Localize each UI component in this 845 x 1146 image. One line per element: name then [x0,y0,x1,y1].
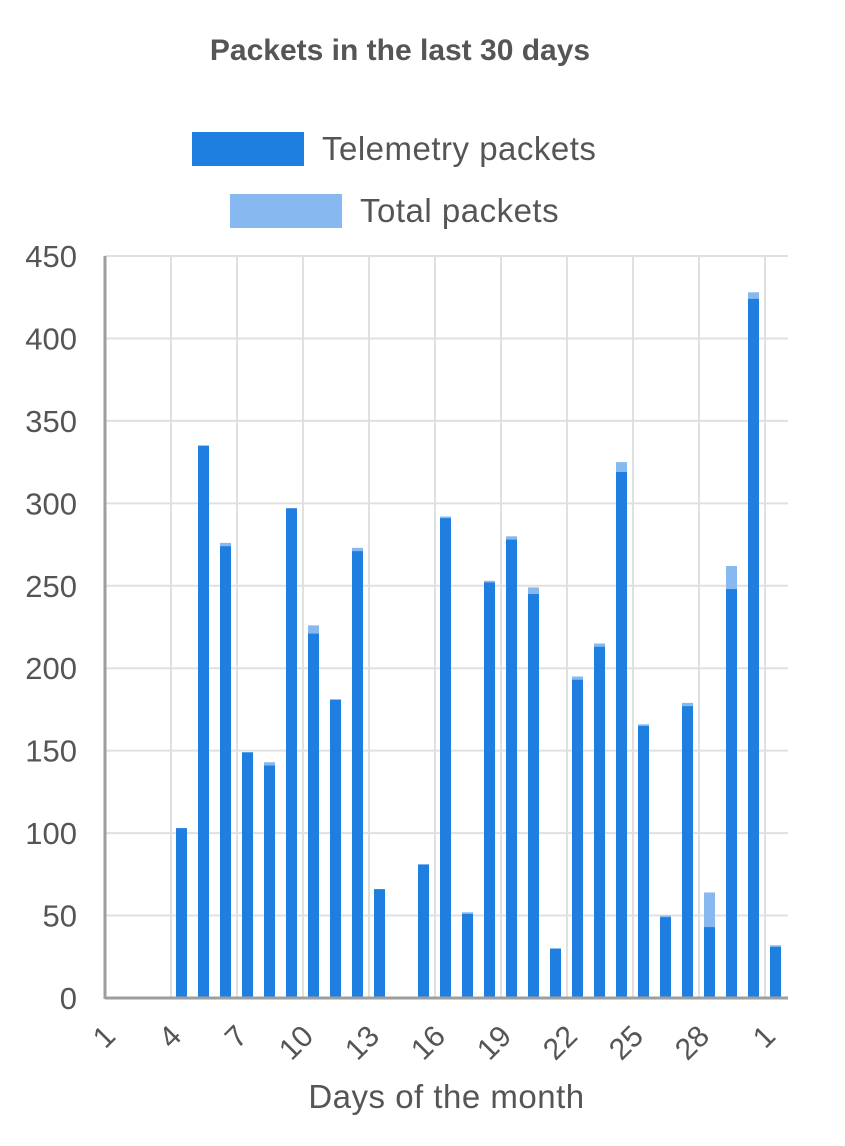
legend-label-telemetry: Telemetry packets [322,130,597,167]
x-axis-label: Days of the month [308,1078,585,1115]
bar-telemetry-packets[interactable] [198,445,209,999]
bar-telemetry-packets[interactable] [374,889,385,998]
y-tick-label: 100 [25,816,77,851]
bar-telemetry-packets[interactable] [638,725,649,998]
bar-telemetry-packets[interactable] [264,765,275,998]
bar-telemetry-packets[interactable] [176,828,187,998]
bar-telemetry-packets[interactable] [308,633,319,998]
y-tick-label: 50 [43,899,77,934]
bar-telemetry-packets[interactable] [594,646,605,998]
bar-telemetry-packets[interactable] [220,546,231,998]
bar-telemetry-packets[interactable] [704,927,715,998]
x-tick-label: 1 [87,1020,122,1055]
bar-telemetry-packets[interactable] [440,518,451,998]
bar-telemetry-packets[interactable] [462,913,473,998]
y-tick-label: 250 [25,569,77,604]
y-tick-label: 150 [25,734,77,769]
y-tick-label: 350 [25,404,77,439]
x-tick-label: 19 [471,1020,518,1067]
legend-item-total[interactable]: Total packets [230,191,559,231]
legend-swatch-telemetry [192,132,304,166]
x-tick-label: 28 [669,1020,716,1067]
bar-telemetry-packets[interactable] [242,752,253,998]
bar-telemetry-packets[interactable] [726,589,737,998]
bar-telemetry-packets[interactable] [616,472,627,998]
chart-title: Packets in the last 30 days [209,34,591,67]
bar-telemetry-packets[interactable] [418,864,429,998]
y-tick-label: 450 [25,239,77,274]
x-tick-label: 10 [273,1020,320,1067]
bar-telemetry-packets[interactable] [506,539,517,998]
legend-label-total: Total packets [360,192,560,229]
bar-telemetry-packets[interactable] [572,679,583,998]
y-tick-label: 300 [25,486,77,521]
x-tick-label: 1 [747,1020,782,1055]
legend-swatch-total [230,194,342,228]
bar-telemetry-packets[interactable] [330,699,341,998]
bar-telemetry-packets[interactable] [682,706,693,998]
x-tick-label: 16 [405,1020,452,1067]
x-tick-label: 25 [603,1020,650,1067]
bar-telemetry-packets[interactable] [484,582,495,998]
x-tick-label: 4 [153,1020,188,1055]
bar-telemetry-packets[interactable] [770,946,781,998]
bar-telemetry-packets[interactable] [660,917,671,998]
x-tick-label: 22 [537,1020,584,1067]
bar-telemetry-packets[interactable] [352,551,363,998]
bar-telemetry-packets[interactable] [528,594,539,998]
bar-telemetry-packets[interactable] [286,508,297,998]
bar-telemetry-packets[interactable] [550,948,561,998]
y-tick-label: 200 [25,651,77,686]
y-tick-label: 400 [25,321,77,356]
x-tick-label: 13 [339,1020,386,1067]
x-tick-label: 7 [219,1020,254,1055]
bar-telemetry-packets[interactable] [748,298,759,999]
legend-item-telemetry[interactable]: Telemetry packets [192,129,596,169]
y-tick-label: 0 [60,981,77,1016]
bars-layer [176,292,781,999]
